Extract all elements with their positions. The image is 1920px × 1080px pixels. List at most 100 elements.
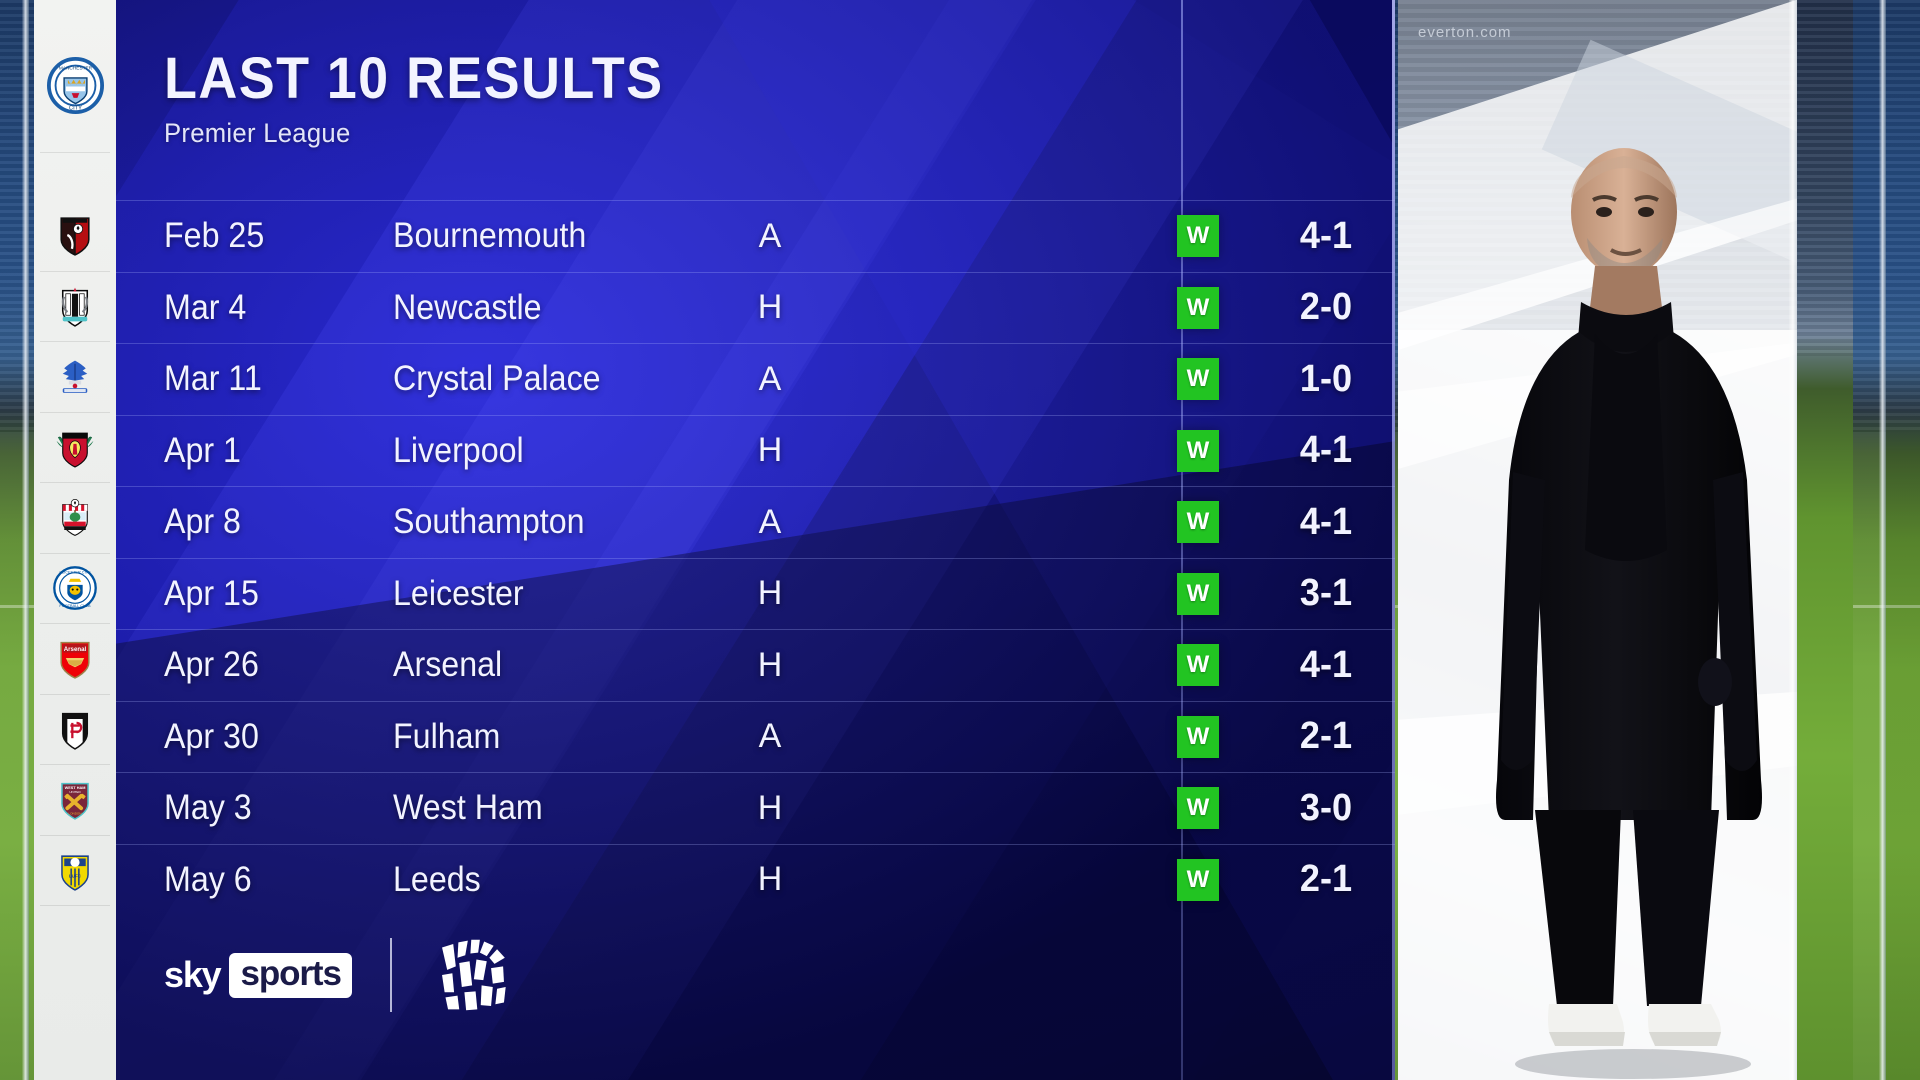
cell-score: 4-1	[1299, 429, 1353, 472]
cell-opponent: Crystal Palace	[393, 359, 601, 399]
table-row[interactable]: Mar 11 Crystal Palace A W 1-0	[116, 343, 1395, 415]
svg-text:CITY: CITY	[69, 105, 82, 111]
rail-separator	[40, 270, 110, 272]
crest-rail: MANCHESTER CITY LEICESTER CITY FOOTBALL CLU…	[34, 0, 116, 1080]
cell-opponent: Newcastle	[393, 287, 542, 327]
status-badge: W	[1177, 286, 1219, 329]
rail-item-opponent[interactable]: LEICESTER CITY FOOTBALL CLUB	[34, 559, 116, 617]
cell-venue: A	[758, 502, 782, 541]
sky-word: sky	[164, 954, 222, 995]
table-row[interactable]: May 3 West Ham H W 3-0	[116, 772, 1395, 844]
footer-divider	[389, 938, 392, 1012]
photo-pitch-strip	[1797, 0, 1853, 1080]
manager-photo-panel: everton.com	[1398, 0, 1853, 1080]
leicester-crest-icon: LEICESTER CITY FOOTBALL CLUB	[52, 565, 98, 611]
rail-separator	[40, 693, 110, 695]
cell-score: 2-0	[1299, 286, 1353, 329]
crystal-palace-crest-icon	[52, 353, 98, 399]
cell-result: W	[1163, 559, 1233, 630]
svg-text:WEST HAM: WEST HAM	[65, 786, 86, 790]
cell-venue: A	[758, 216, 782, 255]
cell-result: W	[1163, 201, 1233, 272]
svg-text:UNITED: UNITED	[69, 790, 81, 794]
rail-item-opponent[interactable]	[34, 700, 116, 758]
rail-item-opponent[interactable]: WEST HAM UNITED LONDON	[34, 770, 116, 828]
cell-venue: H	[757, 860, 783, 899]
rail-item-home-team[interactable]: MANCHESTER CITY	[34, 56, 116, 114]
svg-text:LONDON: LONDON	[68, 812, 81, 816]
rail-separator	[40, 834, 110, 836]
results-panel: LAST 10 RESULTS Premier League Feb 25 Bo…	[116, 0, 1395, 1080]
rail-separator	[40, 411, 110, 413]
rail-item-opponent[interactable]: LUFC	[34, 841, 116, 899]
studio-post-right	[1879, 0, 1886, 1080]
cell-date: Apr 30	[164, 716, 259, 756]
page-subtitle: Premier League	[164, 118, 351, 148]
svg-text:LEICESTER CITY: LEICESTER CITY	[59, 570, 91, 574]
status-badge: W	[1177, 715, 1219, 758]
fulham-crest-icon	[52, 706, 98, 752]
rail-item-opponent[interactable]	[34, 488, 116, 546]
cell-score: 4-1	[1299, 500, 1353, 543]
status-badge: W	[1177, 787, 1219, 830]
cell-venue: H	[757, 431, 783, 470]
cell-venue: A	[758, 359, 782, 398]
cell-score: 3-0	[1299, 786, 1353, 829]
rail-item-opponent[interactable]	[34, 347, 116, 405]
kick-it-out-logo-icon	[441, 939, 506, 1011]
table-row[interactable]: Apr 8 Southampton A W 4-1	[116, 486, 1395, 558]
rail-separator	[40, 764, 110, 765]
liverpool-crest-icon	[52, 424, 98, 470]
footer-logos: sky sports	[164, 932, 516, 1018]
panel-right-edge	[1392, 0, 1395, 1080]
cell-venue: H	[757, 574, 783, 613]
sky-sports-word: sports	[229, 952, 352, 998]
table-row[interactable]: Mar 4 Newcastle H W 2-0	[116, 271, 1395, 344]
svg-text:MANCHESTER: MANCHESTER	[58, 65, 92, 71]
cell-opponent: Bournemouth	[393, 216, 587, 256]
table-row[interactable]: May 6 Leeds H W 2-1	[116, 843, 1395, 916]
table-row[interactable]: Apr 30 Fulham A W 2-1	[116, 700, 1395, 773]
page-title: LAST 10 RESULTS	[164, 46, 664, 111]
west-ham-crest-icon: WEST HAM UNITED LONDON	[52, 776, 98, 822]
cell-score: 2-1	[1299, 858, 1353, 901]
table-row[interactable]: Feb 25 Bournemouth A W 4-1	[116, 200, 1395, 272]
status-badge: W	[1177, 858, 1219, 901]
table-row[interactable]: Apr 15 Leicester H W 3-1	[116, 557, 1395, 630]
status-badge: W	[1177, 644, 1219, 687]
rail-item-opponent[interactable]	[34, 277, 116, 335]
table-row[interactable]: Apr 26 Arsenal H W 4-1	[116, 629, 1395, 701]
cell-result: W	[1163, 487, 1233, 558]
rail-item-opponent[interactable]	[34, 418, 116, 476]
table-row[interactable]: Apr 1 Liverpool H W 4-1	[116, 414, 1395, 487]
cell-result: W	[1163, 773, 1233, 844]
newcastle-crest-icon	[52, 283, 98, 329]
cell-score: 1-0	[1299, 357, 1353, 400]
rail-separator	[40, 905, 110, 906]
results-table: Feb 25 Bournemouth A W 4-1 Mar 4 Newcastl…	[116, 200, 1395, 915]
studio-post-left	[22, 0, 29, 1080]
cell-score: 3-1	[1299, 572, 1353, 615]
cell-date: Apr 8	[164, 502, 241, 542]
rail-separator	[40, 152, 110, 153]
rail-item-opponent[interactable]	[34, 206, 116, 264]
southampton-crest-icon	[52, 494, 98, 540]
cell-result: W	[1163, 630, 1233, 701]
cell-opponent: Liverpool	[393, 430, 524, 470]
status-badge: W	[1177, 429, 1219, 472]
arsenal-crest-icon: Arsenal	[52, 635, 98, 681]
cell-venue: H	[757, 788, 783, 827]
cell-date: Mar 11	[164, 359, 262, 399]
cell-date: May 6	[164, 859, 252, 899]
cell-opponent: Leicester	[393, 573, 524, 613]
rail-separator	[40, 623, 110, 624]
svg-text:Arsenal: Arsenal	[64, 646, 87, 653]
cell-date: Apr 15	[164, 573, 259, 613]
rail-item-opponent[interactable]: Arsenal	[34, 629, 116, 687]
cell-date: Feb 25	[164, 216, 265, 256]
cell-date: May 3	[164, 788, 252, 828]
cell-result: W	[1163, 416, 1233, 487]
cell-venue: H	[757, 288, 783, 327]
cell-score: 4-1	[1299, 643, 1353, 686]
